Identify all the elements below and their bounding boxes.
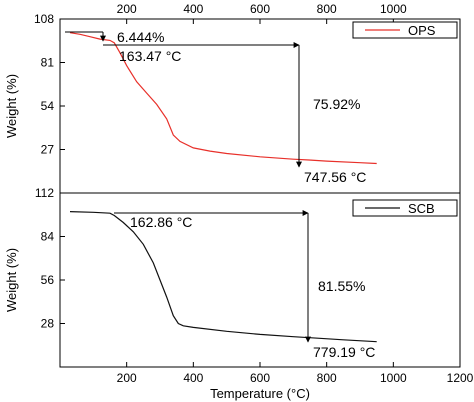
bottom-x-tick-label: 1200 [447,371,474,385]
scb-series-line [69,211,377,343]
ops-legend: OPS [352,21,458,39]
bottom-y-tick-label: 84 [41,230,55,244]
top-y-tick-label: 108 [34,12,54,26]
top-x-tick-label: 600 [250,2,270,16]
ops-annotation-16347: 163.47 °C [119,48,181,64]
ops-legend-label: OPS [408,23,436,38]
bottom-x-tick-label: 600 [250,371,270,385]
scb-annotation-16286: 162.86 °C [130,214,192,230]
bottom-x-tick-label: 400 [183,371,203,385]
bottom-x-tick-label: 1000 [380,371,407,385]
ops-annotation-74756: 747.56 °C [304,169,366,185]
scb-annotation-77919: 779.19 °C [313,344,375,360]
bottom-y-tick-label: 56 [41,273,55,287]
bottom-y-tick-label: 28 [41,317,55,331]
x-axis-title: Temperature (°C) [210,386,310,401]
top-x-tick-label: 400 [183,2,203,16]
top-x-tick-label: 800 [317,2,337,16]
ops-annotation-6444: 6.444% [117,29,164,45]
top-y-tick-label: 27 [41,143,55,157]
scb-legend-label: SCB [408,201,435,216]
bottom-plot-frame [59,192,461,368]
ops-annotation-7592: 75.92% [313,96,360,112]
scb-annotation-8155: 81.55% [318,278,365,294]
top-x-tick-label: 200 [117,2,137,16]
bottom-x-tick-label: 200 [117,371,137,385]
top-x-tick-label: 1000 [380,2,407,16]
bottom-x-tick-label: 800 [317,371,337,385]
bottom-y-axis-title: Weight (%) [4,248,19,312]
scb-legend: SCB [352,199,458,217]
bottom-y-tick-label: 112 [35,186,54,200]
top-y-tick-label: 81 [41,56,55,70]
top-y-tick-label: 54 [41,99,55,113]
top-y-axis-title: Weight (%) [4,74,19,138]
